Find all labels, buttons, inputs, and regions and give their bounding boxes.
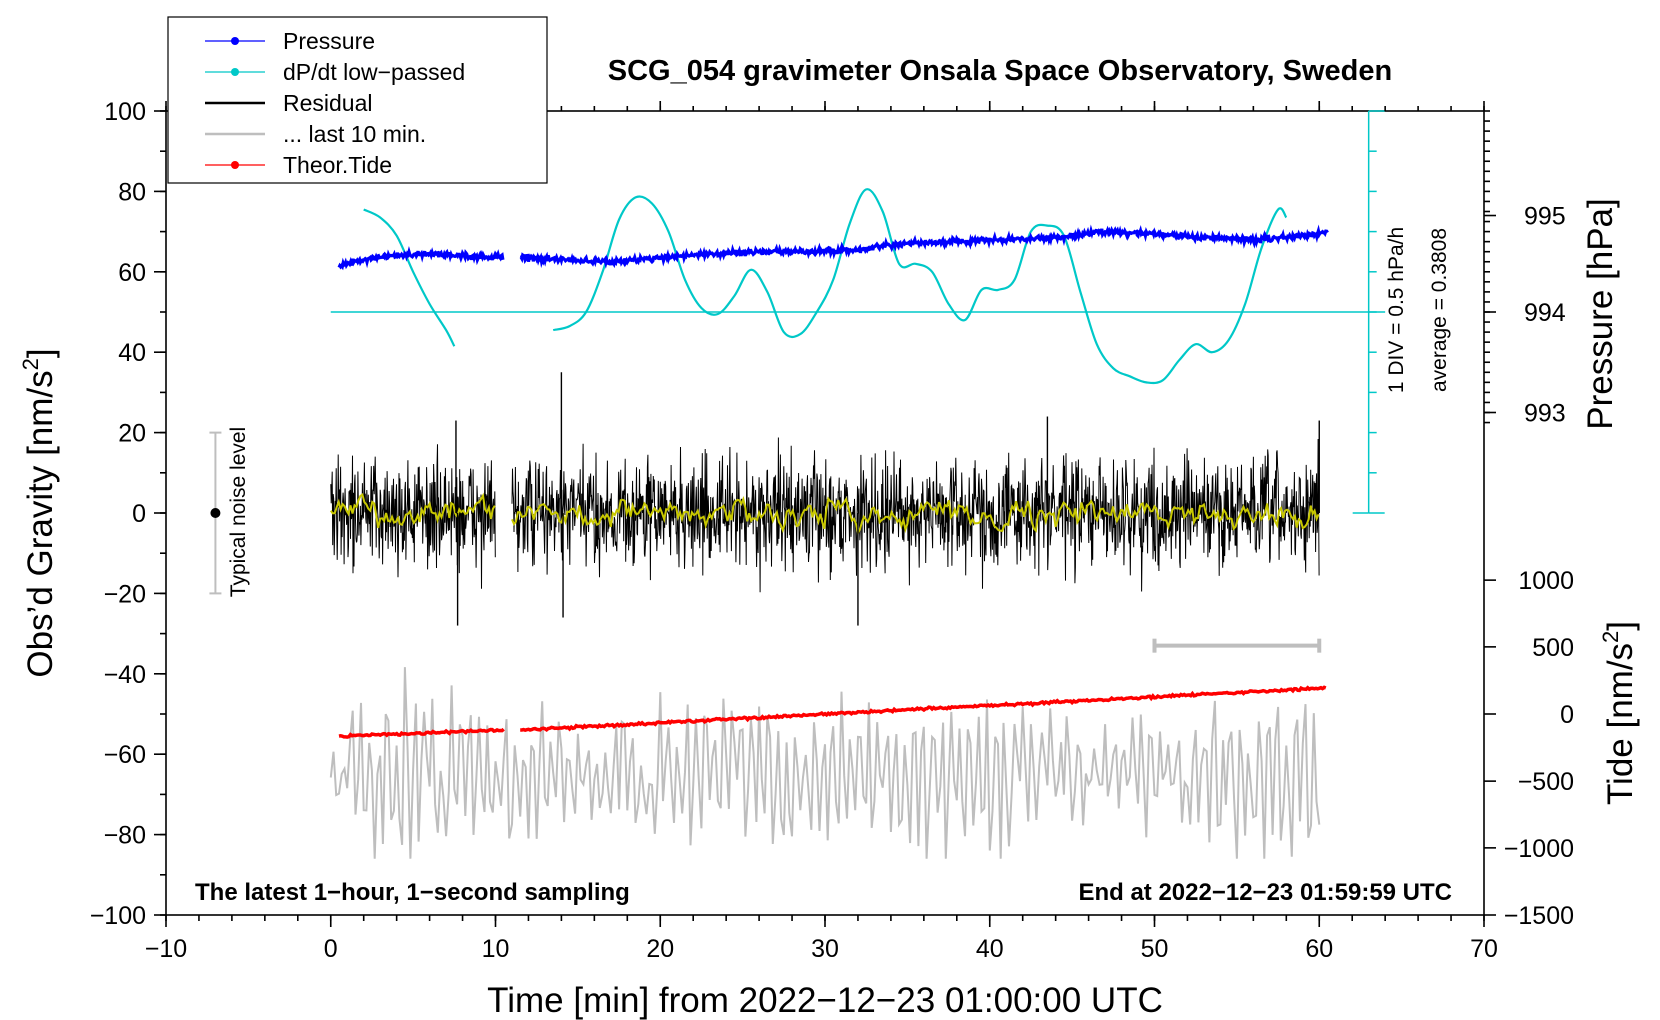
legend-marker bbox=[231, 161, 239, 169]
y-tick-label: −80 bbox=[104, 822, 146, 850]
y-tick-label: −40 bbox=[104, 661, 146, 689]
y-tick-label: 40 bbox=[118, 339, 146, 367]
x-axis-label: Time [min] from 2022−12−23 01:00:00 UTC bbox=[487, 981, 1163, 1020]
legend-label: dP/dt low−passed bbox=[283, 59, 465, 85]
x-tick-label: 40 bbox=[976, 935, 1004, 963]
dpdt-average-label: average = 0.3808 bbox=[1428, 228, 1451, 392]
y-axis-label-pressure: Pressure [hPa] bbox=[1581, 198, 1620, 430]
y-axis-label-gravity-end: ] bbox=[21, 348, 60, 358]
legend-marker bbox=[231, 37, 239, 45]
pressure-tick-label: 995 bbox=[1524, 203, 1566, 231]
y-axis-label-gravity-main: Obs’d Gravity [nm/s bbox=[21, 370, 60, 677]
dpdt-scale-label: 1 DIV = 0.5 hPa/h bbox=[1385, 227, 1408, 393]
noise-level-label: Typical noise level bbox=[227, 427, 250, 597]
y-tick-label: −60 bbox=[104, 741, 146, 769]
y-tick-label: 80 bbox=[118, 178, 146, 206]
y-axis-label-tide-end: ] bbox=[1601, 621, 1640, 631]
legend-entries: Pressure dP/dt low−passed Residual ... last… bbox=[205, 28, 465, 178]
tide-line bbox=[338, 727, 505, 739]
y-tick-label: 60 bbox=[118, 259, 146, 287]
dpdt-line bbox=[552, 188, 1288, 385]
last10-line bbox=[329, 667, 1321, 859]
tide-tick-label: 1000 bbox=[1518, 567, 1574, 595]
y-tick-label: 100 bbox=[104, 98, 146, 126]
y-axis-label-gravity: Obs’d Gravity [nm/s2] bbox=[18, 348, 60, 677]
tide-tick-label: −1500 bbox=[1504, 902, 1574, 930]
y-tick-label: 0 bbox=[132, 500, 146, 528]
tide-line bbox=[520, 685, 1327, 733]
y-tick-label: 20 bbox=[118, 420, 146, 448]
series-layer bbox=[209, 110, 1386, 859]
x-tick-label: 30 bbox=[811, 935, 839, 963]
pressure-line bbox=[519, 224, 1329, 269]
x-tick-label: −10 bbox=[145, 935, 187, 963]
x-tick-label: 20 bbox=[646, 935, 674, 963]
x-tick-label: 60 bbox=[1305, 935, 1333, 963]
legend-box bbox=[167, 16, 548, 184]
annotation-end-time: End at 2022−12−23 01:59:59 UTC bbox=[1078, 879, 1452, 906]
x-tick-label: 50 bbox=[1141, 935, 1169, 963]
x-tick-label: 70 bbox=[1470, 935, 1498, 963]
residual-line bbox=[330, 444, 496, 589]
pressure-tick-label: 993 bbox=[1524, 400, 1566, 428]
legend-label: Theor.Tide bbox=[283, 152, 392, 178]
legend-marker bbox=[231, 68, 239, 76]
legend: Pressure dP/dt low−passed Residual ... last… bbox=[167, 16, 548, 184]
residual-smoothed-line bbox=[329, 492, 496, 529]
y-tick-label: −100 bbox=[90, 902, 146, 930]
y-axis-label-gravity-sup: 2 bbox=[18, 358, 43, 370]
residual-smoothed-line bbox=[511, 495, 1320, 536]
y-axis-label-tide-main: Tide [nm/s bbox=[1601, 643, 1640, 805]
pressure-line bbox=[337, 245, 505, 271]
legend-label: Pressure bbox=[283, 28, 375, 54]
pressure-tick-label: 994 bbox=[1524, 299, 1566, 327]
residual-line bbox=[511, 437, 1320, 593]
tide-tick-label: −500 bbox=[1518, 768, 1574, 796]
tide-tick-label: 0 bbox=[1560, 701, 1574, 729]
legend-label: ... last 10 min. bbox=[283, 121, 426, 147]
x-tick-label: 0 bbox=[324, 935, 338, 963]
noise-level-dot bbox=[210, 508, 221, 518]
y-axis-label-tide: Tide [nm/s2] bbox=[1598, 621, 1640, 805]
tide-tick-label: −1000 bbox=[1504, 835, 1574, 863]
chart-title: SCG_054 gravimeter Onsala Space Observat… bbox=[608, 55, 1392, 87]
axis-layer: −10 0 10 20 30 40 50 60 70100806040200−20−40−60−… bbox=[90, 98, 1574, 963]
dpdt-line bbox=[363, 208, 456, 347]
y-axis-label-tide-sup: 2 bbox=[1598, 631, 1623, 643]
legend-label: Residual bbox=[283, 90, 373, 116]
annotation-sampling: The latest 1−hour, 1−second sampling bbox=[195, 879, 630, 906]
y-tick-label: −20 bbox=[104, 580, 146, 608]
x-tick-label: 10 bbox=[482, 935, 510, 963]
tide-tick-label: 500 bbox=[1532, 634, 1574, 662]
